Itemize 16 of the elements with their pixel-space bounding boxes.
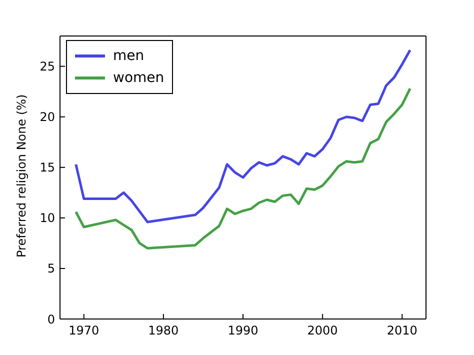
x-tick-label: 1980 <box>148 324 179 338</box>
legend-label: men <box>113 48 144 64</box>
y-tick-label: 10 <box>40 211 55 226</box>
x-tick-label: 1990 <box>228 324 258 338</box>
y-tick-label: 5 <box>47 262 55 276</box>
y-tick-label: 25 <box>40 60 55 74</box>
line-series <box>74 48 412 224</box>
legend-label: women <box>113 70 164 86</box>
y-tick-label: 15 <box>40 160 55 175</box>
y-tick-label: 0 <box>47 312 55 326</box>
y-axis-title: Preferred religion None (%) <box>14 94 28 258</box>
x-tick-label: 2010 <box>386 324 418 338</box>
line-series <box>74 87 412 250</box>
y-tick-label: 20 <box>40 110 55 124</box>
x-tick-label: 1970 <box>68 324 100 338</box>
x-tick-label: 2000 <box>307 324 338 338</box>
